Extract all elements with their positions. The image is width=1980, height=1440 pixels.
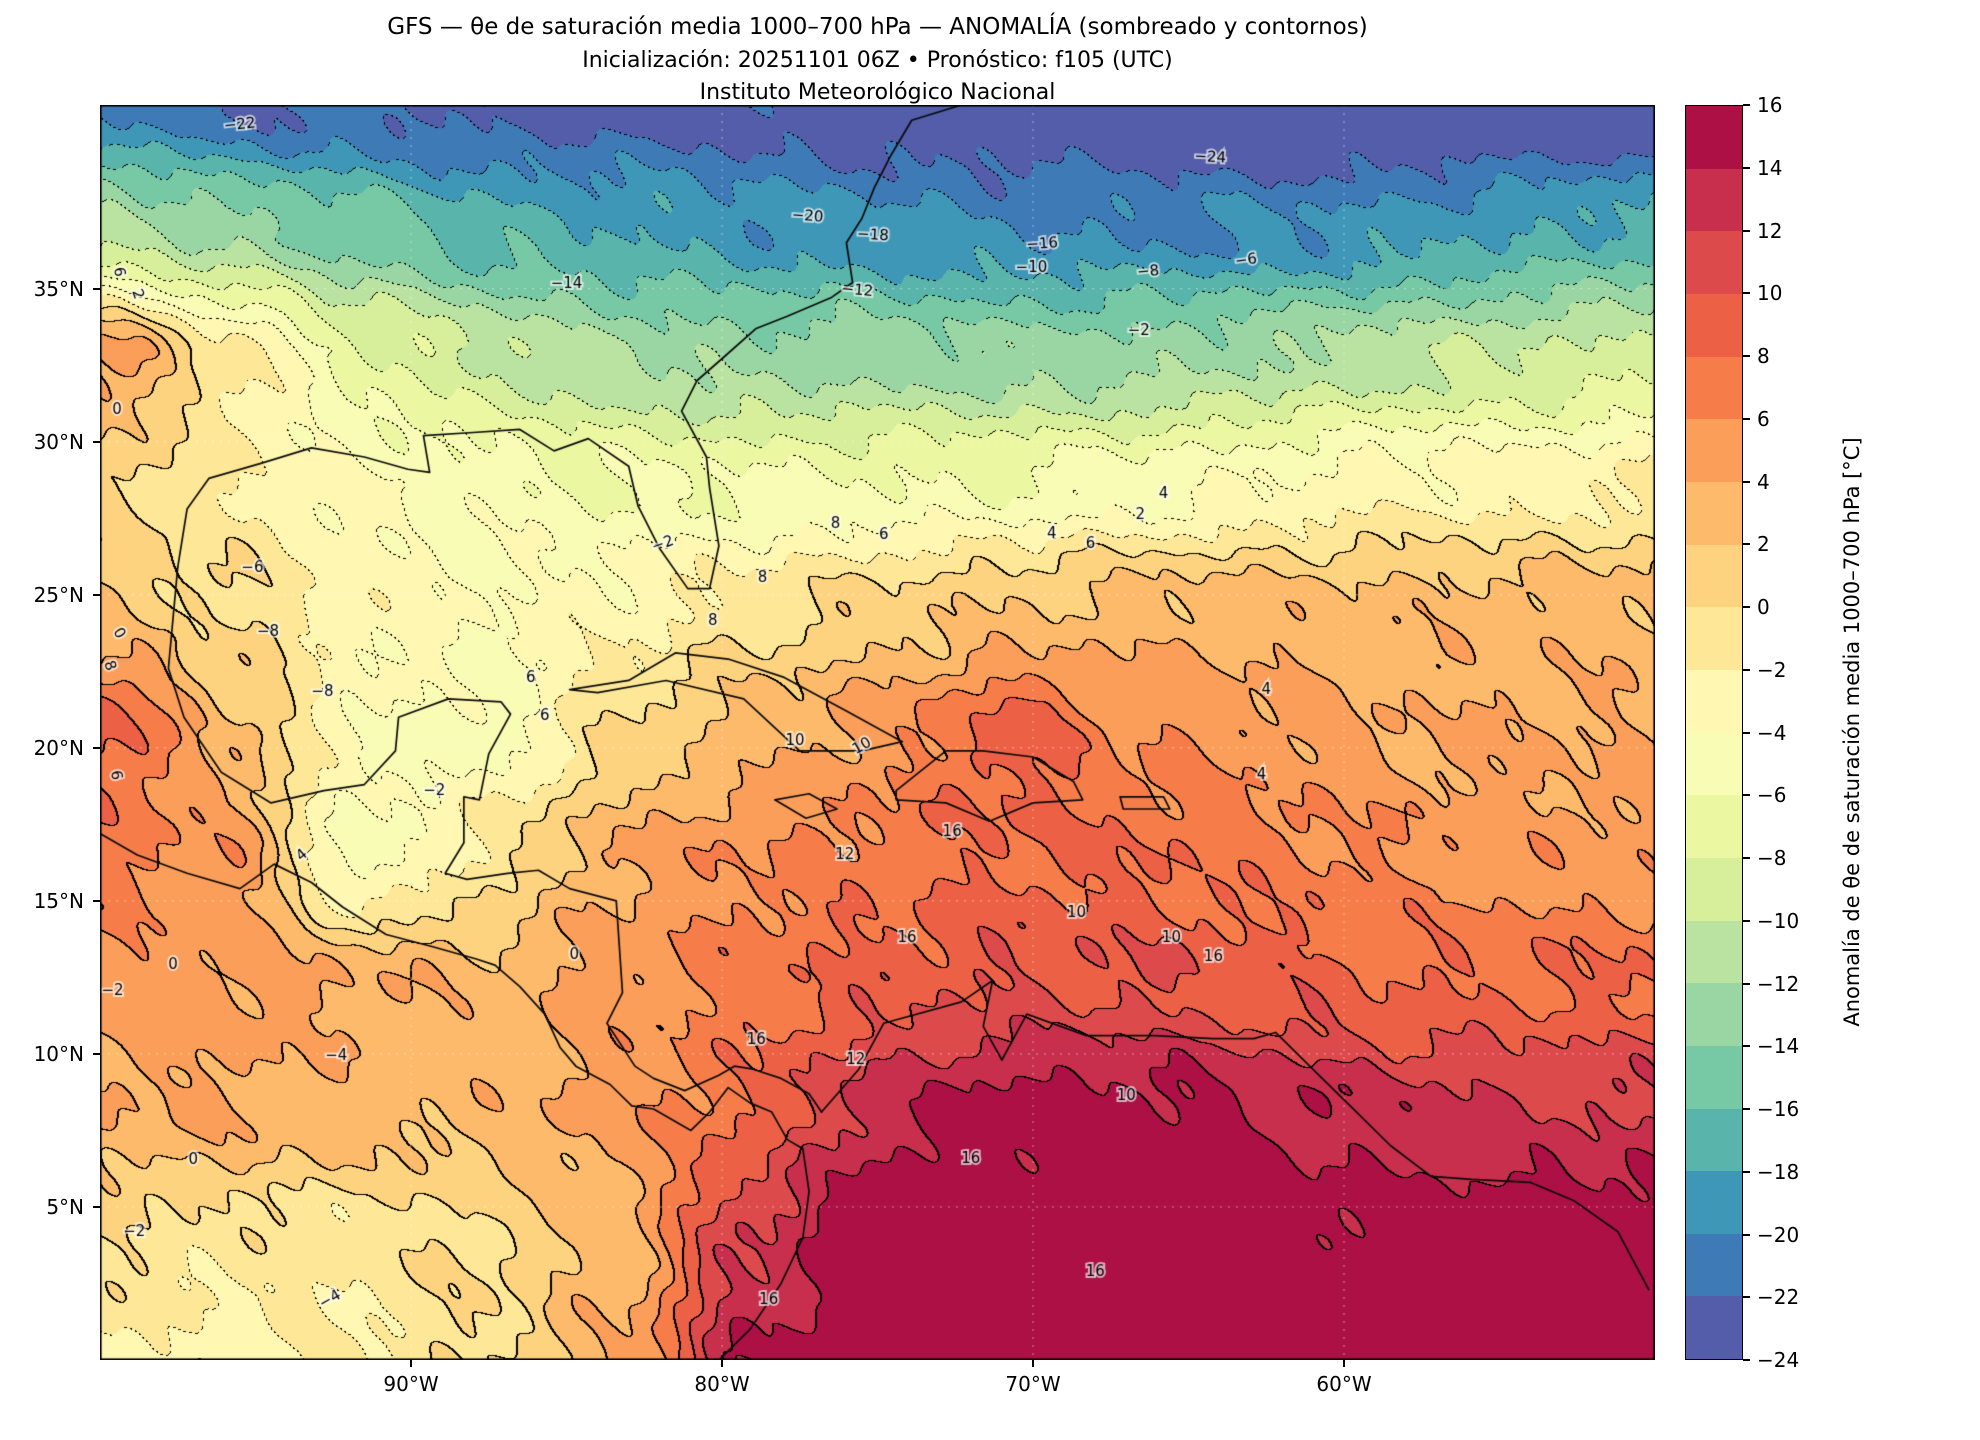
colorbar-tick-mark bbox=[1743, 982, 1750, 985]
colorbar-segment bbox=[1686, 106, 1742, 169]
y-tick-mark bbox=[93, 593, 100, 596]
colorbar-segment bbox=[1686, 732, 1742, 796]
colorbar-segment bbox=[1686, 1045, 1742, 1109]
colorbar-tick-label: −8 bbox=[1757, 846, 1787, 870]
y-axis: 35°N 30°N 25°N 20°N 15°N 10°N 5°N bbox=[0, 105, 100, 1360]
colorbar-tick-label: −12 bbox=[1757, 971, 1800, 996]
colorbar-tick-mark bbox=[1743, 1296, 1750, 1299]
colorbar-segment bbox=[1686, 293, 1742, 357]
colorbar-tick-mark bbox=[1743, 229, 1750, 232]
colorbar-tick-label: −18 bbox=[1757, 1159, 1800, 1184]
colorbar-segment bbox=[1686, 795, 1742, 858]
colorbar-tick-mark bbox=[1743, 1045, 1750, 1048]
y-tick-label: 35°N bbox=[33, 276, 84, 301]
y-tick-label: 5°N bbox=[46, 1194, 84, 1219]
colorbar-tick-label: 0 bbox=[1757, 595, 1770, 619]
x-tick-mark bbox=[410, 1360, 412, 1367]
x-tick-label: 60°W bbox=[1316, 1372, 1372, 1396]
colorbar-tick-mark bbox=[1743, 794, 1750, 797]
colorbar-tick-label: −14 bbox=[1757, 1034, 1800, 1059]
colorbar-tick-label: −24 bbox=[1757, 1348, 1800, 1372]
colorbar-segment bbox=[1686, 544, 1742, 608]
map-canvas bbox=[100, 105, 1655, 1360]
colorbar-segment bbox=[1686, 983, 1742, 1046]
y-tick-mark bbox=[93, 746, 100, 749]
y-tick-label: 15°N bbox=[33, 888, 84, 913]
colorbar-tick-mark bbox=[1743, 731, 1750, 734]
colorbar-tick-mark bbox=[1743, 1359, 1750, 1361]
colorbar-segment bbox=[1686, 1233, 1742, 1297]
colorbar-segment bbox=[1686, 920, 1742, 984]
y-tick-label: 25°N bbox=[33, 582, 84, 607]
colorbar-tick-label: 4 bbox=[1757, 469, 1770, 494]
colorbar-tick-mark bbox=[1743, 1170, 1750, 1173]
colorbar-segment bbox=[1686, 231, 1742, 294]
colorbar-tick-mark bbox=[1743, 417, 1750, 420]
colorbar-tick-mark bbox=[1743, 292, 1750, 295]
y-tick-mark bbox=[93, 440, 100, 443]
y-tick-mark bbox=[93, 899, 100, 902]
colorbar-segment bbox=[1686, 607, 1742, 670]
colorbar-tick-label: −10 bbox=[1757, 908, 1800, 933]
title-block: GFS — θe de saturación media 1000–700 hP… bbox=[100, 14, 1655, 105]
colorbar-tick-label: 16 bbox=[1757, 93, 1783, 117]
colorbar-segment bbox=[1686, 356, 1742, 420]
colorbar-segment bbox=[1686, 419, 1742, 482]
x-tick-mark bbox=[721, 1360, 723, 1367]
colorbar-tick-label: −22 bbox=[1757, 1285, 1800, 1310]
colorbar-tick-mark bbox=[1743, 1233, 1750, 1236]
colorbar-ticks: −24 −22 −20 −18 −16 −14 −12 −10 −8 −6 −4 −2 0 2 4 6 8 10 1… bbox=[1743, 93, 1823, 1372]
colorbar-tick-label: −2 bbox=[1757, 657, 1787, 682]
colorbar-tick-mark bbox=[1743, 104, 1750, 106]
colorbar-segment bbox=[1686, 1108, 1742, 1172]
y-tick-mark bbox=[93, 1205, 100, 1208]
colorbar bbox=[1685, 105, 1743, 1360]
colorbar-segment bbox=[1686, 481, 1742, 545]
colorbar-tick-label: −20 bbox=[1757, 1222, 1800, 1247]
colorbar-segment bbox=[1686, 168, 1742, 232]
colorbar-tick-label: 14 bbox=[1757, 155, 1783, 180]
colorbar-segment bbox=[1686, 1171, 1742, 1234]
x-tick-mark bbox=[1343, 1360, 1345, 1367]
x-tick-label: 90°W bbox=[383, 1372, 439, 1396]
chart-institution: Instituto Meteorológico Nacional bbox=[699, 80, 1056, 105]
chart-title: GFS — θe de saturación media 1000–700 hP… bbox=[387, 14, 1368, 40]
colorbar-segment bbox=[1686, 1296, 1742, 1360]
y-tick-mark bbox=[93, 287, 100, 290]
colorbar-tick-label: −6 bbox=[1757, 783, 1787, 808]
colorbar-tick-label: −4 bbox=[1757, 720, 1787, 745]
colorbar-tick-mark bbox=[1743, 355, 1750, 357]
colorbar-tick-mark bbox=[1743, 857, 1750, 859]
colorbar-tick-mark bbox=[1743, 606, 1750, 608]
colorbar-tick-mark bbox=[1743, 480, 1750, 483]
colorbar-tick-mark bbox=[1743, 668, 1750, 671]
colorbar-tick-mark bbox=[1743, 919, 1750, 922]
colorbar-tick-label: 2 bbox=[1757, 532, 1770, 557]
colorbar-tick-mark bbox=[1743, 543, 1750, 546]
x-tick-label: 80°W bbox=[694, 1372, 750, 1396]
colorbar-tick-label: −16 bbox=[1757, 1097, 1800, 1121]
x-tick-label: 70°W bbox=[1005, 1372, 1061, 1396]
colorbar-segment bbox=[1686, 669, 1742, 733]
y-tick-label: 30°N bbox=[33, 429, 84, 454]
colorbar-label: Anomalía de θe de saturación media 1000–… bbox=[1840, 437, 1864, 1027]
colorbar-tick-label: 8 bbox=[1757, 344, 1770, 368]
y-tick-label: 10°N bbox=[33, 1041, 84, 1066]
colorbar-tick-mark bbox=[1743, 166, 1750, 169]
x-axis: 90°W 80°W 70°W 60°W bbox=[100, 1360, 1655, 1400]
chart-subtitle: Inicialización: 20251101 06Z • Pronóstic… bbox=[582, 48, 1173, 73]
colorbar-segment bbox=[1686, 857, 1742, 921]
colorbar-tick-label: 6 bbox=[1757, 406, 1770, 431]
x-tick-mark bbox=[1032, 1360, 1034, 1367]
colorbar-tick-label: 12 bbox=[1757, 218, 1783, 243]
colorbar-tick-mark bbox=[1743, 1108, 1750, 1110]
y-tick-label: 20°N bbox=[33, 735, 84, 760]
colorbar-tick-label: 10 bbox=[1757, 281, 1783, 306]
y-tick-mark bbox=[93, 1052, 100, 1055]
